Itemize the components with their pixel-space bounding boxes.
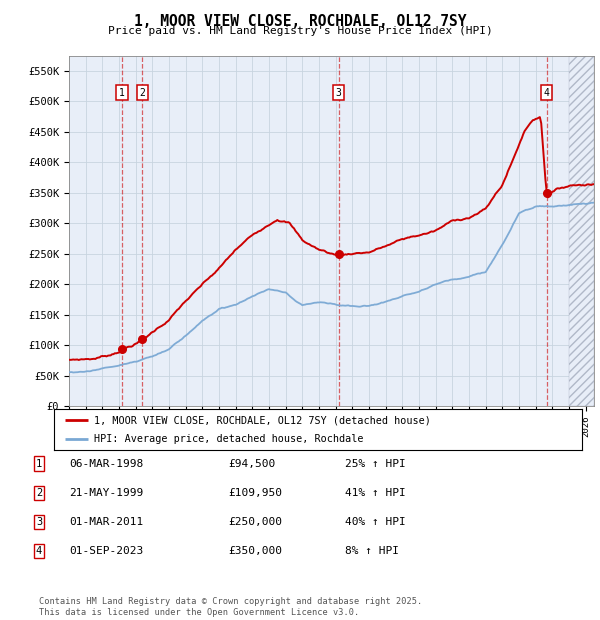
- Text: £250,000: £250,000: [228, 517, 282, 527]
- Text: 25% ↑ HPI: 25% ↑ HPI: [345, 459, 406, 469]
- Text: £94,500: £94,500: [228, 459, 275, 469]
- Text: £350,000: £350,000: [228, 546, 282, 556]
- Text: 06-MAR-1998: 06-MAR-1998: [69, 459, 143, 469]
- Text: 1: 1: [36, 459, 42, 469]
- Text: 01-MAR-2011: 01-MAR-2011: [69, 517, 143, 527]
- Text: 4: 4: [544, 87, 550, 97]
- Text: 1: 1: [119, 87, 125, 97]
- Text: 8% ↑ HPI: 8% ↑ HPI: [345, 546, 399, 556]
- Text: 4: 4: [36, 546, 42, 556]
- Bar: [569, 56, 594, 406]
- Text: Price paid vs. HM Land Registry's House Price Index (HPI): Price paid vs. HM Land Registry's House …: [107, 26, 493, 36]
- Text: HPI: Average price, detached house, Rochdale: HPI: Average price, detached house, Roch…: [94, 435, 363, 445]
- Text: 3: 3: [335, 87, 341, 97]
- Text: 1, MOOR VIEW CLOSE, ROCHDALE, OL12 7SY: 1, MOOR VIEW CLOSE, ROCHDALE, OL12 7SY: [134, 14, 466, 29]
- Text: 01-SEP-2023: 01-SEP-2023: [69, 546, 143, 556]
- Text: 41% ↑ HPI: 41% ↑ HPI: [345, 488, 406, 498]
- Text: 2: 2: [139, 87, 145, 97]
- Text: 2: 2: [36, 488, 42, 498]
- Text: 21-MAY-1999: 21-MAY-1999: [69, 488, 143, 498]
- Text: £109,950: £109,950: [228, 488, 282, 498]
- Text: 1, MOOR VIEW CLOSE, ROCHDALE, OL12 7SY (detached house): 1, MOOR VIEW CLOSE, ROCHDALE, OL12 7SY (…: [94, 415, 430, 425]
- Text: 3: 3: [36, 517, 42, 527]
- Text: Contains HM Land Registry data © Crown copyright and database right 2025.
This d: Contains HM Land Registry data © Crown c…: [39, 598, 422, 617]
- Text: 40% ↑ HPI: 40% ↑ HPI: [345, 517, 406, 527]
